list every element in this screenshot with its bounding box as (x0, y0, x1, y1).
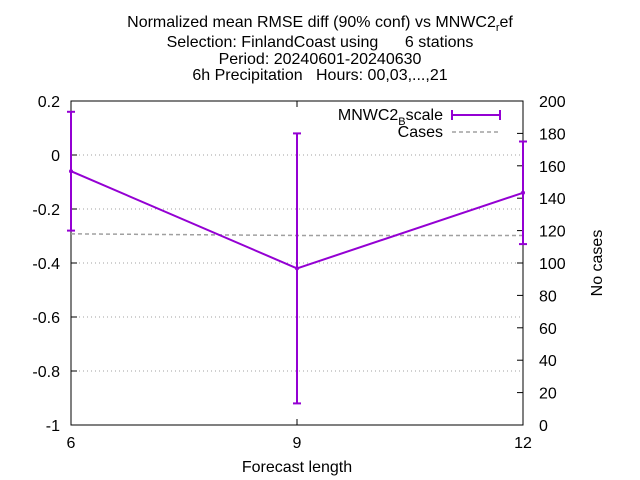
point-mnwc2-bscale (69, 169, 73, 174)
legend: MNWC2Bscale Cases (338, 107, 501, 141)
chart-title-line-3: Period: 20240601-20240630 (218, 51, 422, 68)
chart-title-line-2: Selection: FinlandCoast using 6 stations (166, 34, 474, 51)
x-tick-label: 9 (293, 435, 302, 452)
chart-title-line-1: Normalized mean RMSE diff (90% conf) vs … (127, 14, 513, 35)
y2-tick-label: 100 (539, 256, 566, 273)
chart-title-line-4: 6h Precipitation Hours: 00,03,...,21 (192, 67, 448, 84)
y2-tick-label: 40 (539, 353, 557, 370)
point-mnwc2-bscale (295, 266, 299, 271)
x-axis-label: Forecast length (242, 459, 352, 476)
legend-label-cases: Cases (398, 124, 443, 141)
y-tick-label: -1 (46, 418, 60, 435)
y2-tick-label: 200 (539, 94, 566, 111)
y-tick-label: 0.2 (38, 94, 60, 111)
title-ref-tail: ef (499, 14, 513, 31)
y-tick-label: -0.2 (32, 202, 60, 219)
y-tick-label: -0.8 (32, 364, 60, 381)
title-ref-subscript: r (495, 22, 500, 35)
y2-tick-label: 60 (539, 321, 557, 338)
y2-tick-label: 180 (539, 126, 566, 143)
legend-key-mnwc2-bscale (451, 110, 501, 120)
y-tick-label: -0.4 (32, 256, 60, 273)
axis-ticks: 0.2 0 -0.2 -0.4 -0.6 -0.8 -1 0 20 40 60 80 100 120 140… (32, 94, 565, 452)
point-mnwc2-bscale (521, 190, 525, 195)
y2-tick-label: 160 (539, 159, 566, 176)
y2-tick-label: 80 (539, 288, 557, 305)
x-tick-label: 6 (67, 435, 76, 452)
x-tick-label: 12 (514, 435, 532, 452)
y2-tick-label: 140 (539, 191, 566, 208)
legend-label-mnwc2-bscale: MNWC2Bscale (338, 107, 443, 128)
y2-tick-label: 120 (539, 224, 566, 241)
y2-axis-label: No cases (589, 230, 606, 297)
gridlines (71, 154, 523, 372)
y-tick-label: -0.6 (32, 310, 60, 327)
y-tick-label: 0 (51, 148, 60, 165)
y2-tick-label: 20 (539, 386, 557, 403)
y2-tick-label: 0 (539, 418, 548, 435)
series-layer (67, 110, 527, 405)
